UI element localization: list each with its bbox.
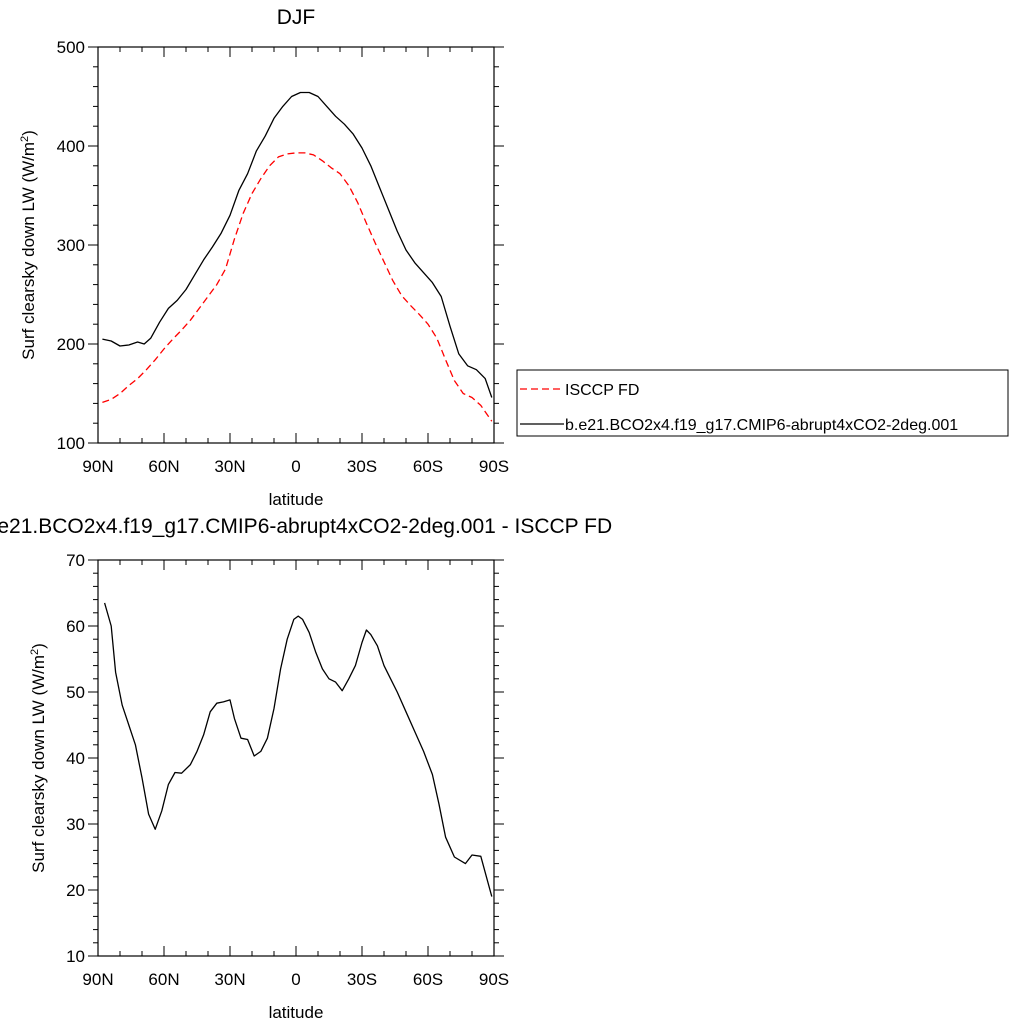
legend-label-isccp: ISCCP FD: [565, 382, 639, 399]
bottom-y-tick-label: 20: [66, 881, 85, 900]
top-x-tick-label: 30N: [214, 457, 245, 476]
top-x-axis-label: latitude: [269, 490, 324, 509]
bottom-y-tick-label: 30: [66, 815, 85, 834]
top-y-tick-label: 300: [57, 236, 85, 255]
bottom-y-tick-label: 40: [66, 749, 85, 768]
top-x-tick-label: 60N: [148, 457, 179, 476]
bottom-x-tick-label: 60N: [148, 970, 179, 989]
bottom-x-tick-label: 60S: [413, 970, 443, 989]
top-x-tick-label: 30S: [347, 457, 377, 476]
top-y-tick-label: 500: [57, 38, 85, 57]
top-y-tick-label: 100: [57, 434, 85, 453]
top-series-line-1: [102, 152, 493, 422]
top-y-axis-label: Surf clearsky down LW (W/m2): [19, 130, 38, 360]
bottom-y-axis-label: Surf clearsky down LW (W/m2): [29, 643, 48, 873]
legend-box: [516, 369, 1009, 437]
top-chart-title: DJF: [277, 6, 316, 29]
bottom-y-tick-label: 10: [66, 947, 85, 966]
bottom-y-tick-label: 70: [66, 551, 85, 570]
bottom-y-tick-label: 60: [66, 617, 85, 636]
bottom-x-tick-label: 90N: [82, 970, 113, 989]
bottom-y-tick-label: 50: [66, 683, 85, 702]
bottom-x-tick-label: 0: [291, 970, 300, 989]
bottom-panel: b.e21.BCO2x4.f19_g17.CMIP6-abrupt4xCO2-2…: [0, 515, 612, 1022]
top-x-tick-label: 90N: [82, 457, 113, 476]
top-panel: DJF 90N 60N 30N 0 30S 60S 90S 100 200 300 400 500 l…: [19, 6, 509, 509]
bottom-series-line-0: [103, 602, 493, 897]
bottom-x-axis-label: latitude: [269, 1003, 324, 1022]
top-x-tick-label: 90S: [479, 457, 509, 476]
bottom-chart-title: b.e21.BCO2x4.f19_g17.CMIP6-abrupt4xCO2-2…: [0, 515, 612, 538]
top-y-tick-label: 200: [57, 335, 85, 354]
top-y-tick-label: 400: [57, 137, 85, 156]
legend: ISCCP FD b.e21.BCO2x4.f19_g17.CMIP6-abru…: [516, 369, 1009, 437]
top-plot-frame: [97, 46, 495, 444]
top-x-tick-label: 0: [291, 457, 300, 476]
bottom-x-tick-label: 90S: [479, 970, 509, 989]
bottom-plot-frame: [97, 559, 495, 957]
bottom-x-tick-label: 30S: [347, 970, 377, 989]
bottom-x-tick-label: 30N: [214, 970, 245, 989]
legend-label-model: b.e21.BCO2x4.f19_g17.CMIP6-abrupt4xCO2-2…: [565, 417, 958, 434]
top-series-line-0: [102, 91, 493, 398]
top-x-tick-label: 60S: [413, 457, 443, 476]
